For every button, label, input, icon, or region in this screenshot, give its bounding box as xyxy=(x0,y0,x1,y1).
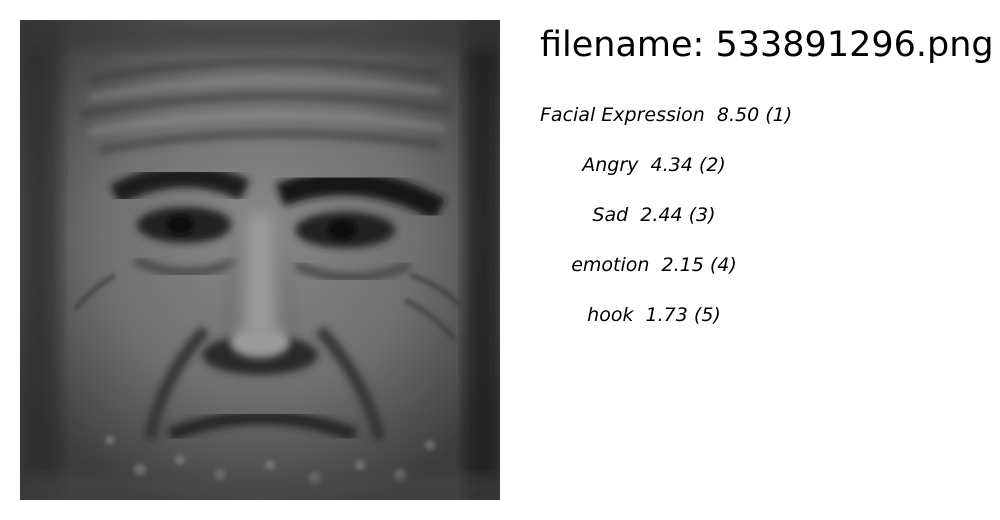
prediction-score: 1.73 xyxy=(645,304,688,326)
prediction-row: Facial Expression 8.50 (1) xyxy=(540,102,792,128)
prediction-row: Angry 4.34 (2) xyxy=(540,152,768,178)
prediction-row: emotion 2.15 (4) xyxy=(540,252,768,278)
prediction-score: 2.15 xyxy=(661,254,704,276)
prediction-rank: (4) xyxy=(709,254,737,276)
filename-heading: filename: 533891296.png xyxy=(540,25,994,65)
prediction-label: Angry xyxy=(582,154,639,176)
prediction-rank: (2) xyxy=(698,154,726,176)
prediction-row: Sad 2.44 (3) xyxy=(540,202,768,228)
prediction-rank: (1) xyxy=(765,104,793,126)
prediction-rank: (5) xyxy=(693,304,721,326)
prediction-label: emotion xyxy=(571,254,650,276)
prediction-label: Facial Expression xyxy=(540,104,705,126)
prediction-score: 8.50 xyxy=(716,104,760,126)
prediction-score: 2.44 xyxy=(640,204,683,226)
prediction-rank: (3) xyxy=(688,204,716,226)
face-photo xyxy=(20,20,500,500)
prediction-label: Sad xyxy=(592,204,629,226)
prediction-row: hook 1.73 (5) xyxy=(540,302,768,328)
prediction-label: hook xyxy=(587,304,634,326)
prediction-score: 4.34 xyxy=(650,154,693,176)
